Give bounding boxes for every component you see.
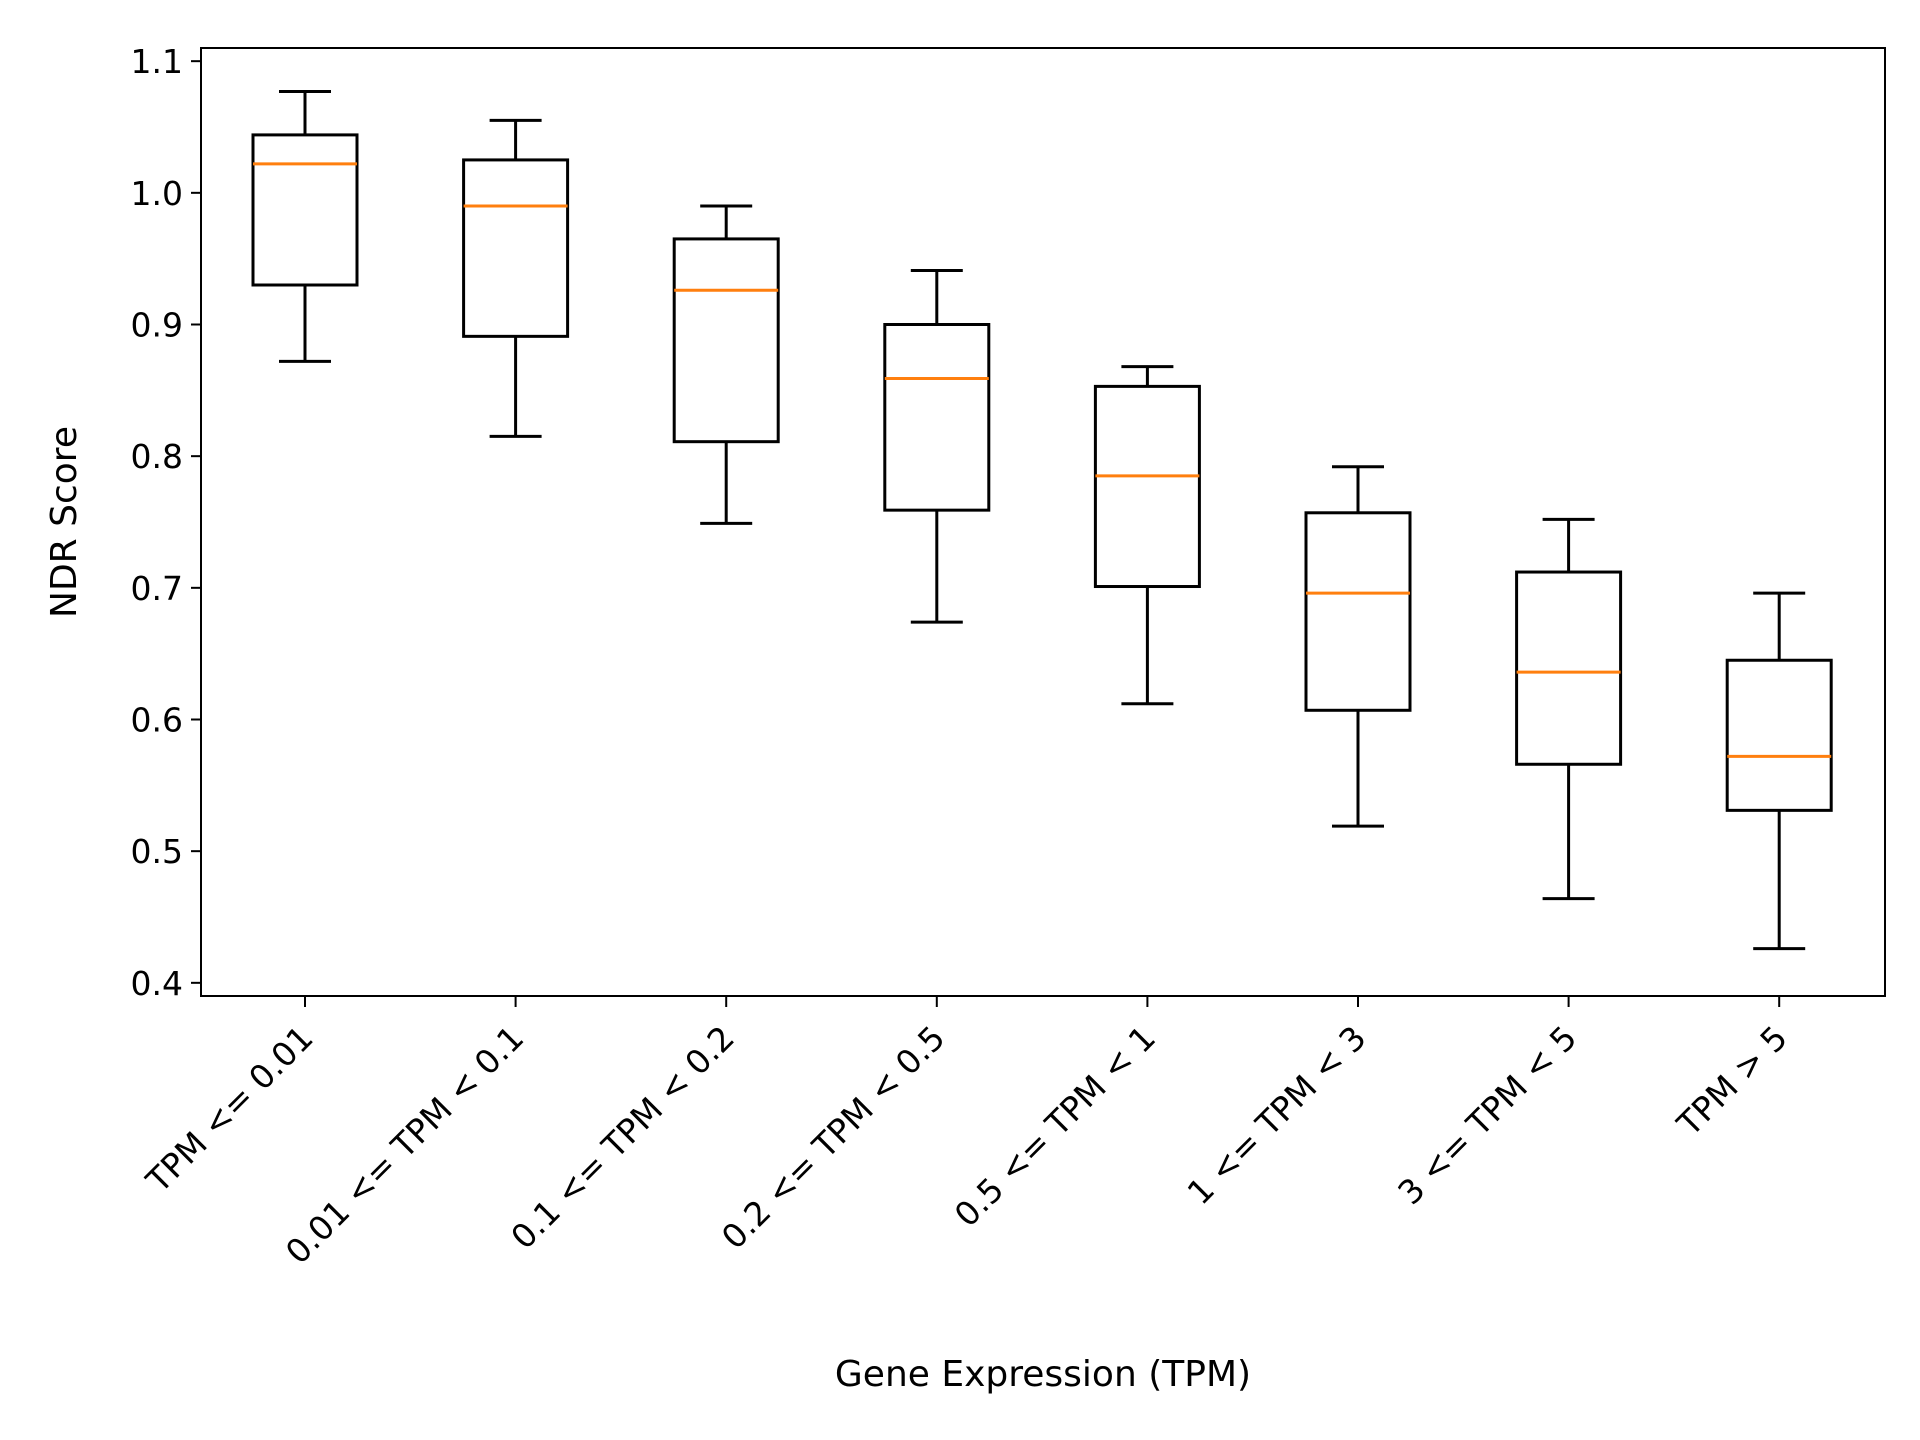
x-tick-label: 0.1 <= TPM < 0.2 xyxy=(503,1018,742,1257)
x-tick-label: 1 <= TPM < 3 xyxy=(1180,1018,1374,1212)
box-iqr xyxy=(1725,658,1833,812)
x-axis-label: Gene Expression (TPM) xyxy=(835,1354,1251,1395)
x-axis-ticks: TPM <= 0.010.01 <= TPM < 0.10.1 <= TPM <… xyxy=(138,996,1795,1272)
box-iqr xyxy=(1515,570,1623,766)
y-tick-label: 0.6 xyxy=(131,701,183,740)
x-tick-label: TPM > 5 xyxy=(1669,1018,1795,1144)
box-group xyxy=(883,269,991,624)
x-tick-label: 0.01 <= TPM < 0.1 xyxy=(278,1018,531,1271)
box-group xyxy=(1093,365,1201,706)
y-tick-label: 0.8 xyxy=(131,437,183,476)
box-group xyxy=(1515,517,1623,901)
y-tick-label: 0.7 xyxy=(131,569,183,608)
boxes-layer xyxy=(251,89,1833,951)
x-tick-label: 3 <= TPM < 5 xyxy=(1390,1018,1584,1212)
box-group xyxy=(1304,465,1412,828)
plot-area xyxy=(200,47,1886,997)
box-group xyxy=(1725,591,1833,951)
box-iqr xyxy=(672,237,780,444)
y-tick-label: 0.5 xyxy=(131,832,183,871)
y-tick-label: 0.9 xyxy=(131,306,183,345)
y-tick-label: 0.4 xyxy=(131,964,183,1003)
y-tick-label: 1.1 xyxy=(131,42,183,81)
box-group xyxy=(462,118,570,438)
x-tick-label: 0.2 <= TPM < 0.5 xyxy=(714,1018,953,1257)
box-iqr xyxy=(1093,384,1201,589)
y-tick-label: 1.0 xyxy=(131,174,183,213)
box-iqr xyxy=(251,133,359,287)
box-iqr xyxy=(883,323,991,512)
box-iqr xyxy=(462,158,570,338)
box-group xyxy=(672,204,780,525)
box-iqr xyxy=(1304,511,1412,712)
x-tick-label: TPM <= 0.01 xyxy=(138,1018,321,1201)
x-tick-label: 0.5 <= TPM < 1 xyxy=(947,1018,1163,1234)
y-axis-label: NDR Score xyxy=(44,426,85,618)
box-group xyxy=(251,89,359,363)
y-axis-ticks: 0.4 0.5 0.6 0.7 0.8 0.9 1.0 1.1 xyxy=(131,42,201,1003)
